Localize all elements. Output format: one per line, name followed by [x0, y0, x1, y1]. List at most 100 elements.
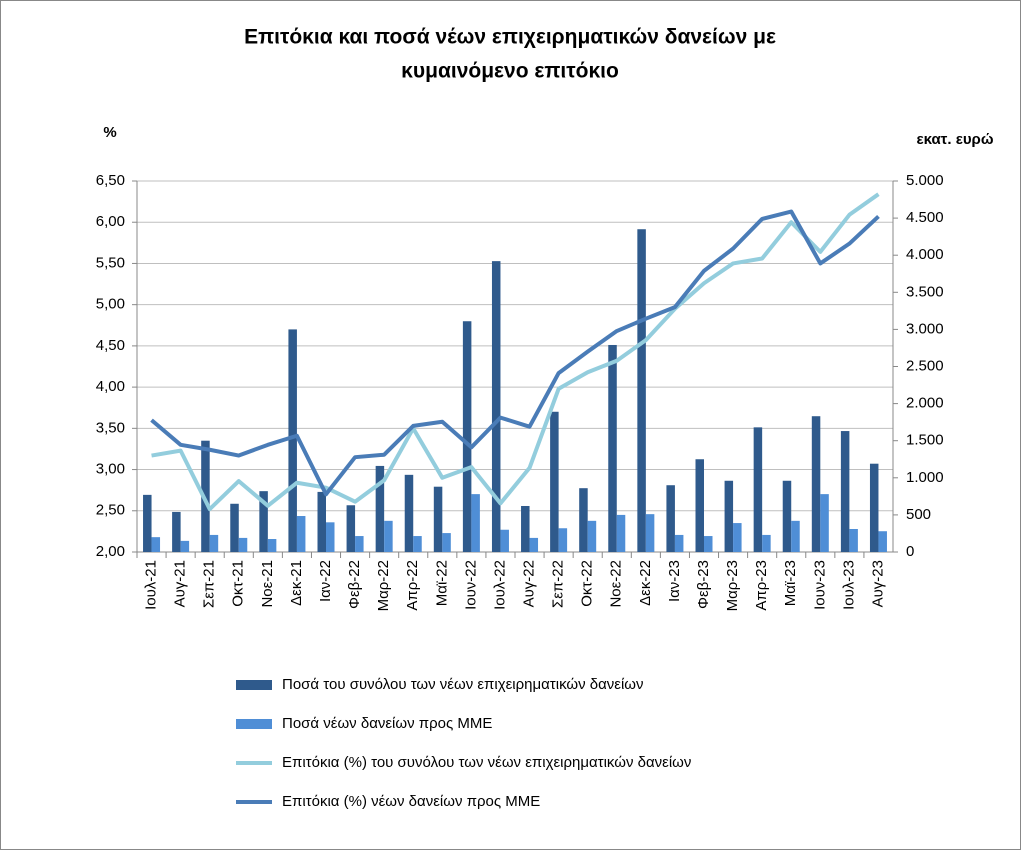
x-tick-label: Νοε-21	[259, 560, 276, 608]
x-tick-label: Δεκ-21	[288, 560, 305, 606]
bar	[645, 514, 655, 552]
bar	[849, 528, 858, 552]
x-tick-label: Μαϊ-22	[433, 560, 450, 606]
x-tick-label: Απρ-22	[404, 560, 421, 611]
bar	[296, 516, 306, 552]
x-tick-label: Αυγ-21	[172, 560, 189, 607]
y-axis-title: %	[103, 124, 116, 141]
x-tick-label: Αυγ-22	[521, 560, 538, 607]
bar	[238, 537, 248, 552]
bar	[608, 344, 617, 552]
bar	[172, 511, 181, 552]
line	[150, 209, 880, 497]
bar	[346, 505, 356, 552]
x-tick-label: Ιουν-22	[462, 560, 479, 610]
bar	[724, 480, 734, 552]
y2-tick-label: 4.500	[906, 209, 944, 226]
x-tick-label: Σεπ-21	[201, 560, 218, 608]
x-tick-label: Ιουλ-22	[491, 560, 508, 610]
bar	[782, 480, 792, 552]
y-tick-label: 4,00	[96, 378, 125, 395]
y-tick-label: 6,00	[96, 213, 125, 230]
x-tick-label: Μαρ-22	[375, 560, 392, 611]
bar	[695, 459, 704, 552]
legend-label: Επιτόκια (%) νέων δανείων προς ΜΜΕ	[282, 793, 540, 810]
y-tick-label: 5,50	[96, 254, 125, 271]
bar	[384, 520, 393, 552]
y-tick-label: 6,50	[96, 172, 125, 189]
bar	[558, 528, 568, 552]
bar	[143, 494, 152, 552]
x-tick-label: Μαϊ-23	[782, 560, 799, 606]
bar	[587, 520, 597, 552]
bar	[209, 534, 219, 552]
y2-tick-label: 0	[906, 543, 914, 560]
bar	[733, 523, 742, 552]
x-tick-label: Σεπ-22	[550, 560, 567, 608]
bar	[840, 431, 850, 552]
bar	[521, 505, 530, 552]
legend-label: Ποσά νέων δανείων προς ΜΜΕ	[282, 715, 492, 732]
bar	[317, 491, 326, 552]
y2-tick-label: 3.000	[906, 320, 944, 337]
y2-axis-title: εκατ. ευρώ	[916, 131, 993, 148]
y-tick-label: 3,50	[96, 419, 125, 436]
bar	[820, 494, 829, 552]
y2-tick-label: 4.000	[906, 246, 944, 263]
y-tick-label: 2,00	[96, 543, 125, 560]
bar	[180, 540, 190, 552]
bar	[326, 522, 335, 552]
y2-tick-label: 500	[906, 506, 931, 523]
bar	[491, 261, 501, 552]
bar	[550, 411, 559, 552]
bar	[811, 416, 821, 552]
y2-tick-label: 2.000	[906, 395, 944, 412]
y2-tick-label: 2.500	[906, 357, 944, 374]
y2-tick-label: 1.500	[906, 432, 944, 449]
chart-title: κυμαινόμενο επιτόκιο	[401, 60, 619, 83]
line	[151, 192, 880, 512]
bar	[151, 537, 161, 552]
bar	[666, 485, 675, 552]
x-tick-label: Φεβ-22	[346, 560, 363, 609]
x-tick-label: Οκτ-21	[230, 560, 247, 607]
bar	[375, 465, 385, 552]
bar	[267, 539, 277, 552]
legend-swatch	[236, 719, 272, 729]
bar	[762, 534, 771, 552]
y2-tick-label: 5.000	[906, 172, 944, 189]
bar	[471, 494, 480, 552]
y-tick-label: 5,00	[96, 296, 125, 313]
x-tick-label: Μαρ-23	[724, 560, 741, 611]
bar	[791, 520, 800, 552]
bar	[404, 474, 414, 552]
bar	[529, 537, 539, 552]
bar	[878, 531, 887, 552]
bar	[674, 534, 684, 552]
legend-swatch	[236, 680, 272, 690]
bar	[259, 491, 268, 552]
bar	[637, 229, 646, 553]
bar	[753, 427, 763, 552]
bar	[442, 533, 451, 552]
x-tick-label: Ιουλ-23	[840, 560, 857, 610]
y-tick-label: 2,50	[96, 502, 125, 519]
legend-label: Επιτόκια (%) του συνόλου των νέων επιχει…	[282, 754, 691, 771]
bar	[500, 529, 509, 552]
x-tick-label: Νοε-22	[608, 560, 625, 608]
y-tick-label: 4,50	[96, 337, 125, 354]
bar	[433, 486, 443, 552]
x-tick-label: Απρ-23	[753, 560, 770, 611]
legend-label: Ποσά του συνόλου των νέων επιχειρηματικώ…	[282, 676, 644, 693]
bar	[288, 329, 297, 552]
x-tick-label: Δεκ-22	[637, 560, 654, 606]
y2-tick-label: 1.000	[906, 469, 944, 486]
bar	[704, 536, 713, 552]
x-tick-label: Ιαν-22	[317, 560, 334, 602]
bar	[413, 536, 422, 552]
y2-tick-label: 3.500	[906, 283, 944, 300]
x-tick-label: Οκτ-22	[579, 560, 596, 607]
y-tick-label: 3,00	[96, 461, 125, 478]
